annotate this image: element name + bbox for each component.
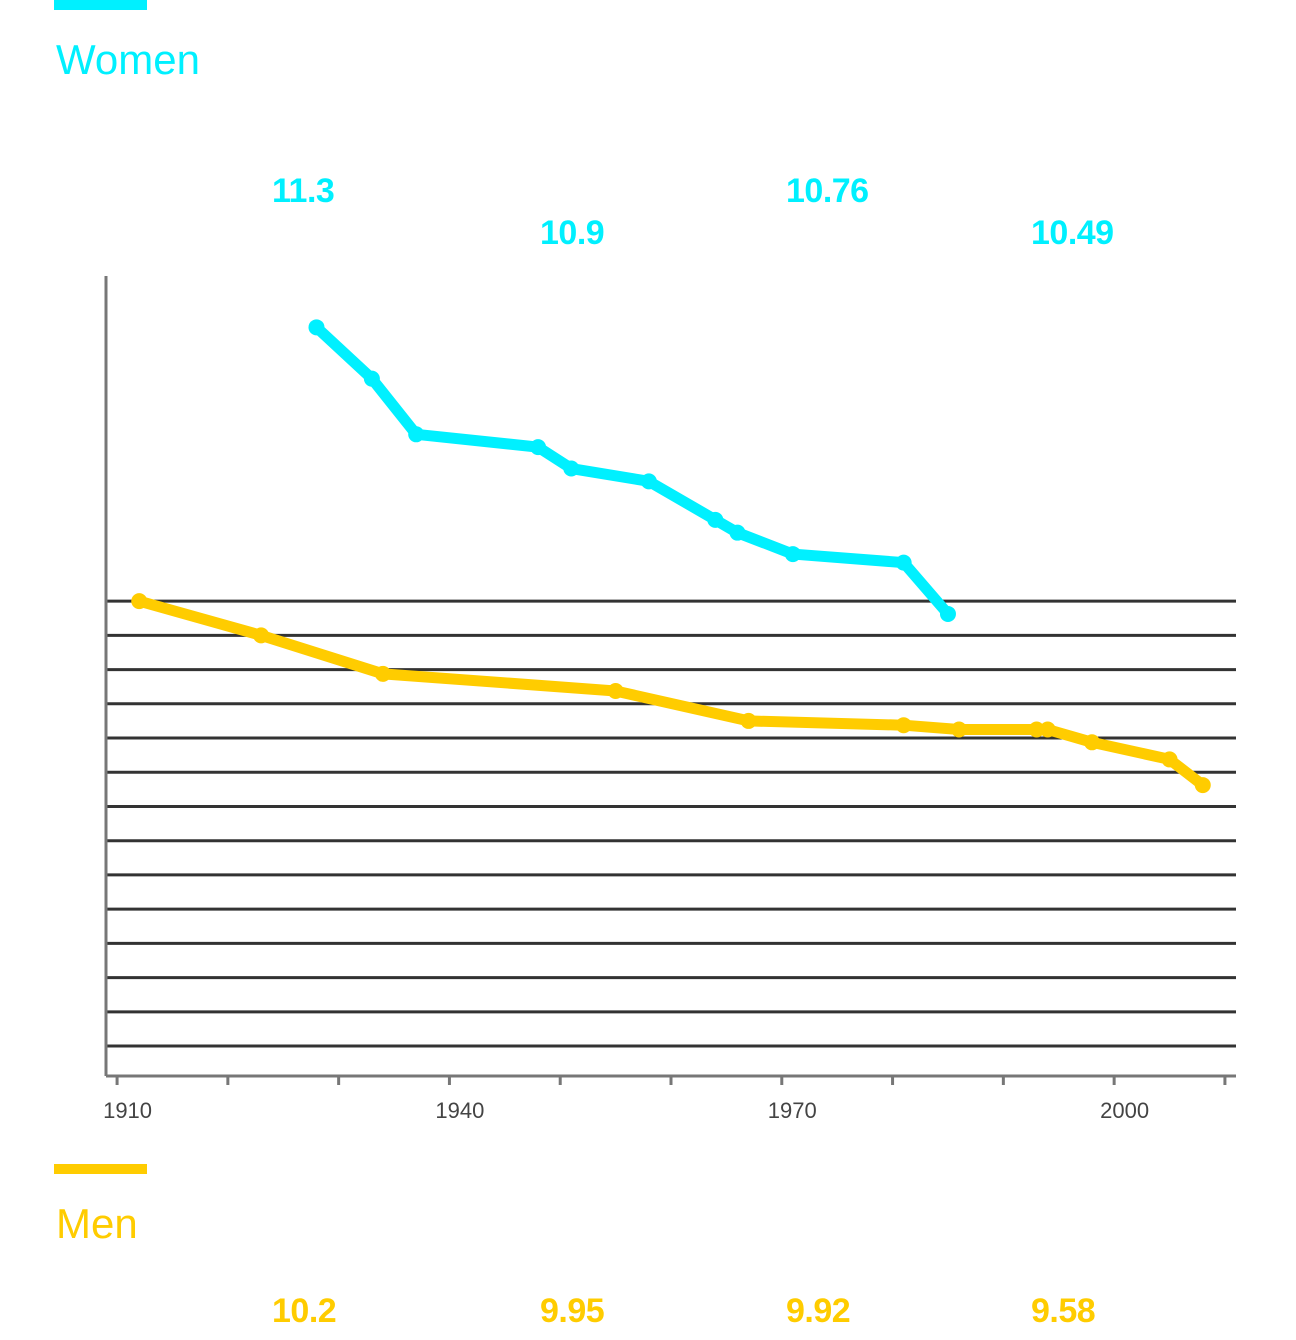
data-point [1039, 721, 1056, 738]
legend-men-label: Men [56, 1200, 138, 1247]
data-point [895, 554, 912, 571]
men-value-label: 9.95 [540, 1292, 605, 1330]
data-point [1161, 751, 1178, 768]
data-point [131, 593, 148, 610]
x-tick-label: 1970 [768, 1098, 817, 1123]
women-value-label: 10.49 [1031, 214, 1114, 252]
data-point [895, 717, 912, 734]
data-point [729, 524, 746, 541]
women-value-label: 10.76 [786, 172, 869, 210]
data-point [408, 426, 425, 443]
data-point [607, 682, 624, 699]
data-point [939, 605, 956, 622]
data-point [563, 460, 580, 477]
women-value-label: 10.9 [540, 214, 605, 252]
x-tick-label: 1940 [435, 1098, 484, 1123]
data-point [530, 439, 547, 456]
data-point [707, 511, 724, 528]
x-tick-label: 2000 [1100, 1098, 1149, 1123]
data-point [308, 319, 325, 336]
data-point [1083, 734, 1100, 751]
data-point [1028, 721, 1045, 738]
data-point [363, 370, 380, 387]
data-point [951, 721, 968, 738]
legend-women-label: Women [56, 36, 200, 83]
data-point [640, 473, 657, 490]
series-line [312, 323, 953, 618]
data-point [1194, 777, 1211, 794]
men-value-label: 9.58 [1031, 1292, 1096, 1330]
men-value-label: 10.2 [272, 1292, 337, 1330]
data-point [740, 712, 757, 729]
x-tick-label: 1910 [103, 1098, 152, 1123]
women-value-label: 11.3 [272, 172, 335, 210]
data-point [374, 665, 391, 682]
data-point [253, 627, 270, 644]
data-point [784, 546, 801, 563]
men-value-label: 9.92 [786, 1292, 851, 1330]
legend-women-swatch [54, 0, 147, 10]
series-line [137, 595, 1207, 790]
legend-men-swatch [54, 1164, 147, 1174]
